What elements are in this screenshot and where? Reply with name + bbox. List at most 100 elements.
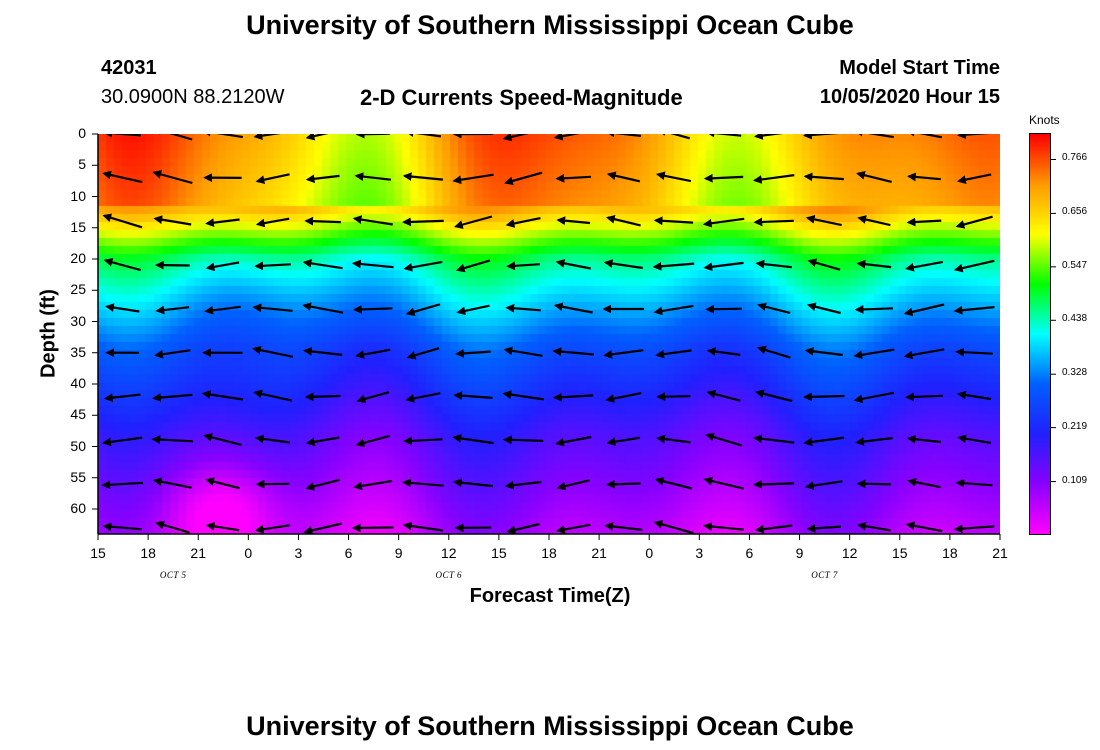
current-vector bbox=[806, 524, 841, 533]
chart-subtitle: 2-D Currents Speed-Magnitude bbox=[360, 85, 683, 110]
current-vector bbox=[803, 436, 845, 447]
current-vector bbox=[605, 392, 642, 403]
current-vector bbox=[302, 259, 343, 270]
x-tick-label: 21 bbox=[992, 545, 1008, 561]
current-vector bbox=[955, 347, 993, 357]
current-vector bbox=[603, 259, 643, 270]
current-vector bbox=[907, 172, 941, 182]
colorbar-tick-label: 0.109 bbox=[1062, 474, 1088, 486]
current-vector bbox=[555, 259, 591, 270]
current-vector bbox=[254, 524, 291, 534]
current-vector bbox=[706, 347, 741, 356]
current-vector bbox=[753, 479, 795, 489]
current-vector bbox=[705, 304, 742, 314]
current-vector bbox=[653, 216, 694, 226]
model-start-label: Model Start Time bbox=[839, 57, 1000, 79]
y-tick-label: 15 bbox=[70, 218, 86, 235]
station-id: 42031 bbox=[101, 57, 157, 79]
y-tick-label: 50 bbox=[70, 437, 86, 454]
current-vector bbox=[953, 305, 995, 315]
current-vector bbox=[905, 521, 943, 533]
current-vector bbox=[757, 302, 791, 314]
date-label: OCT 5 bbox=[159, 570, 187, 580]
current-vector bbox=[654, 476, 693, 490]
current-vector bbox=[151, 435, 194, 444]
current-vector bbox=[653, 304, 694, 316]
current-vector bbox=[556, 479, 590, 491]
current-vector bbox=[205, 218, 240, 228]
current-vector bbox=[703, 522, 745, 531]
current-vector bbox=[502, 134, 529, 142]
current-vector bbox=[857, 215, 891, 227]
current-vector bbox=[906, 434, 942, 444]
current-vector bbox=[552, 347, 595, 356]
current-vector bbox=[254, 261, 291, 271]
current-vector bbox=[152, 393, 193, 402]
x-tick-label: 9 bbox=[795, 545, 804, 561]
current-vector bbox=[154, 260, 190, 270]
current-vector bbox=[855, 437, 893, 446]
colorbar-tick-label: 0.656 bbox=[1062, 206, 1088, 218]
y-tick-label: 35 bbox=[70, 343, 86, 360]
current-vector bbox=[152, 170, 193, 185]
current-vector bbox=[453, 391, 493, 401]
current-vector bbox=[205, 477, 240, 490]
x-axis-label: Forecast Time(Z) bbox=[469, 585, 631, 607]
current-vector bbox=[253, 134, 281, 141]
current-vector bbox=[351, 259, 394, 269]
current-vector bbox=[905, 134, 943, 139]
current-vector bbox=[703, 476, 744, 490]
current-vector bbox=[903, 303, 945, 317]
current-vector bbox=[905, 392, 943, 402]
current-vector bbox=[303, 347, 343, 356]
x-tick-label: 18 bbox=[140, 545, 156, 561]
current-vector bbox=[152, 477, 192, 489]
x-tick-label: 18 bbox=[942, 545, 958, 561]
x-tick-label: 12 bbox=[440, 545, 457, 561]
current-vector bbox=[304, 392, 341, 402]
current-vector bbox=[957, 390, 992, 401]
current-vector bbox=[305, 436, 340, 447]
current-vector bbox=[957, 173, 992, 184]
current-vector bbox=[355, 434, 391, 448]
current-vector bbox=[402, 521, 443, 532]
current-vector bbox=[604, 522, 643, 531]
x-tick-label: 3 bbox=[695, 545, 704, 561]
y-tick-label: 5 bbox=[78, 156, 86, 173]
x-tick-label: 18 bbox=[541, 545, 557, 561]
current-vector bbox=[305, 478, 341, 491]
current-vector bbox=[953, 524, 995, 534]
current-vector bbox=[806, 302, 841, 315]
current-vector bbox=[953, 259, 995, 273]
current-vector bbox=[304, 216, 341, 226]
current-vector bbox=[205, 522, 240, 532]
current-vector bbox=[606, 436, 641, 447]
current-vector bbox=[205, 261, 240, 272]
current-vector bbox=[605, 134, 642, 138]
current-vector bbox=[706, 389, 741, 402]
x-tick-label: 9 bbox=[394, 545, 403, 561]
current-vector bbox=[853, 134, 894, 139]
current-vector bbox=[703, 173, 744, 183]
current-vector bbox=[454, 215, 493, 229]
current-vector bbox=[354, 172, 392, 181]
current-vector bbox=[807, 258, 841, 271]
current-vector bbox=[452, 173, 494, 185]
y-tick-label: 55 bbox=[70, 468, 86, 485]
current-vector bbox=[152, 134, 193, 141]
current-vector bbox=[905, 260, 944, 272]
current-vector bbox=[101, 480, 144, 490]
current-vector bbox=[753, 217, 794, 227]
current-vector bbox=[555, 173, 591, 183]
colorbar-tick-label: 0.766 bbox=[1062, 152, 1088, 164]
current-vector bbox=[305, 134, 329, 141]
current-vector bbox=[351, 523, 394, 533]
y-tick-label: 25 bbox=[70, 281, 86, 298]
current-vector bbox=[253, 389, 293, 402]
current-vector bbox=[356, 391, 390, 404]
current-vector bbox=[605, 214, 641, 227]
current-vector bbox=[103, 134, 142, 138]
current-vector bbox=[652, 261, 695, 271]
colorbar-tick-label: 0.438 bbox=[1062, 313, 1088, 325]
colorbar-unit: Knots bbox=[1029, 113, 1060, 127]
